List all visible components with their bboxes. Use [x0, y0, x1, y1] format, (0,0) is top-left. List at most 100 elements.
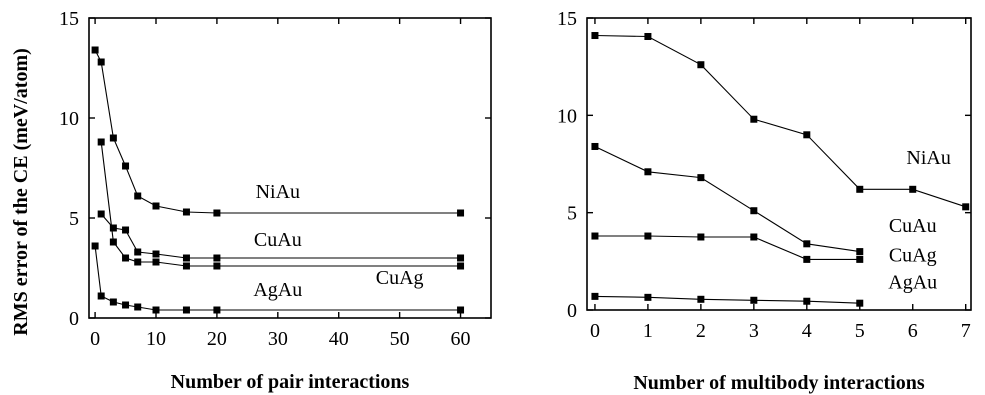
x-tick-label: 2 [696, 320, 706, 342]
data-point-niau [109, 134, 117, 142]
x-tick-label: 7 [961, 320, 971, 342]
data-point-agau [591, 292, 599, 300]
x-tick-label: 4 [802, 320, 812, 342]
series-label-niau: NiAu [256, 181, 300, 203]
data-point-cuau [856, 248, 864, 256]
data-point-niau [856, 185, 864, 193]
plot-frame [88, 17, 492, 319]
data-point-niau [591, 32, 599, 40]
data-point-cuag [152, 258, 160, 266]
x-tick-label: 1 [643, 320, 653, 342]
data-point-cuau [591, 142, 599, 150]
y-tick-label: 15 [59, 8, 79, 30]
series-label-agau: AgAu [253, 279, 302, 301]
x-tick-label: 40 [329, 328, 349, 350]
series-label-cuag: CuAg [376, 267, 424, 289]
data-point-niau [122, 162, 130, 170]
data-point-agau [750, 296, 758, 304]
data-point-agau [122, 301, 130, 309]
x-tick-label: 20 [207, 328, 227, 350]
pair-interactions-panel: Number of pair interactions 0 10 20 30 40 50 6… [59, 8, 492, 393]
data-point-agau [152, 306, 160, 314]
data-point-cuag [591, 232, 599, 240]
data-point-cuag [122, 254, 130, 262]
data-point-niau [962, 203, 970, 211]
multibody-interactions-panel: Number of multibody interactions 0 1 2 3 4 5 6… [557, 8, 972, 394]
data-point-cuag [182, 262, 190, 270]
data-point-agau [97, 292, 105, 300]
x-tick-label: 50 [390, 328, 410, 350]
y-tick-label: 0 [567, 300, 577, 322]
data-point-agau [803, 297, 811, 305]
x-tick-label: 0 [90, 328, 100, 350]
x-axis-title: Number of multibody interactions [633, 372, 925, 394]
data-point-cuau [134, 248, 142, 256]
y-tick-label: 5 [69, 208, 79, 230]
y-tick-label: 0 [69, 308, 79, 330]
data-point-cuag [134, 258, 142, 266]
data-point-niau [91, 46, 99, 54]
y-tick-label: 5 [567, 203, 577, 225]
y-axis-title: RMS error of the CE (meV/atom) [10, 48, 32, 336]
data-point-agau [697, 295, 705, 303]
x-tick-label: 10 [146, 328, 166, 350]
data-point-cuau [213, 254, 221, 262]
plot-frame [586, 17, 972, 311]
x-axis-title: Number of pair interactions [171, 371, 410, 393]
data-point-cuag [97, 138, 105, 146]
series-line-niau [594, 34, 966, 208]
data-point-cuag [644, 232, 652, 240]
data-point-niau [697, 61, 705, 69]
data-point-niau [134, 192, 142, 200]
series-label-cuau: CuAu [254, 229, 302, 251]
series-line-agau [594, 295, 860, 304]
data-point-cuag [856, 255, 864, 263]
data-point-cuau [750, 207, 758, 215]
data-point-cuau [152, 250, 160, 258]
data-point-cuag [457, 262, 465, 270]
y-tick-label: 10 [557, 105, 577, 127]
data-point-cuau [457, 254, 465, 262]
data-point-niau [457, 209, 465, 217]
x-tick-label: 30 [268, 328, 288, 350]
data-point-niau [213, 209, 221, 217]
data-point-cuau [109, 224, 117, 232]
data-point-cuau [644, 168, 652, 176]
data-point-agau [182, 306, 190, 314]
data-point-niau [644, 32, 652, 40]
series-label-cuau: CuAu [889, 215, 937, 237]
x-tick-label: 3 [749, 320, 759, 342]
series-label-cuag: CuAg [889, 244, 937, 266]
x-tick-label: 0 [590, 320, 600, 342]
data-point-cuag [213, 262, 221, 270]
data-point-cuau [97, 210, 105, 218]
data-point-agau [213, 306, 221, 314]
series-line-cuau [594, 146, 860, 253]
data-point-niau [909, 185, 917, 193]
data-point-agau [91, 242, 99, 250]
data-point-agau [134, 303, 142, 311]
data-point-niau [97, 58, 105, 66]
y-tick-label: 10 [59, 108, 79, 130]
data-point-cuau [697, 174, 705, 182]
data-point-agau [644, 293, 652, 301]
data-point-cuag [109, 238, 117, 246]
data-point-cuau [803, 240, 811, 248]
x-tick-label: 60 [451, 328, 471, 350]
data-point-niau [182, 208, 190, 216]
data-point-cuag [803, 255, 811, 263]
data-point-cuau [182, 254, 190, 262]
data-point-niau [750, 115, 758, 123]
x-tick-label: 6 [908, 320, 918, 342]
series-label-niau: NiAu [906, 147, 950, 169]
data-point-cuau [122, 226, 130, 234]
x-tick-label: 5 [855, 320, 865, 342]
data-point-agau [109, 298, 117, 306]
series-label-agau: AgAu [888, 272, 937, 294]
data-point-niau [152, 202, 160, 210]
data-point-agau [856, 299, 864, 307]
y-tick-label: 15 [557, 8, 577, 30]
data-point-cuag [750, 233, 758, 241]
data-point-agau [457, 306, 465, 314]
